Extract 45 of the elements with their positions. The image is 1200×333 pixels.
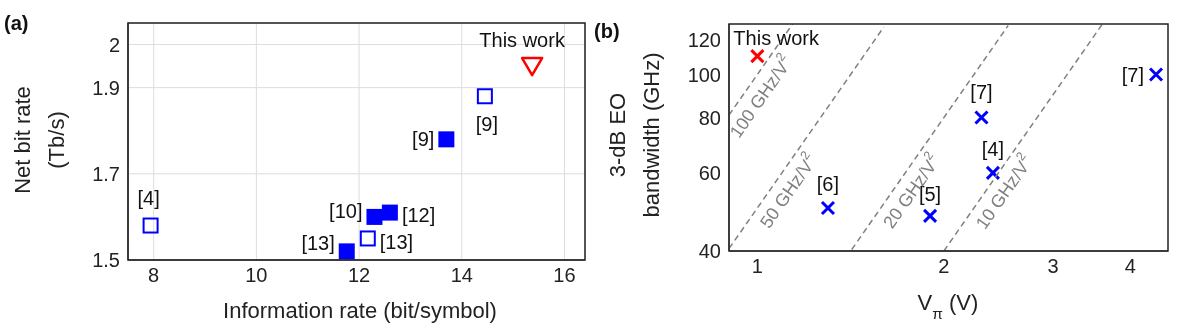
y-tick-label: 1.5 — [92, 249, 120, 272]
annotation: [9] — [412, 128, 435, 151]
point — [142, 217, 159, 234]
x-tick-label: 16 — [553, 264, 576, 287]
annotation: [10] — [329, 199, 363, 222]
point — [338, 243, 355, 260]
point — [366, 208, 383, 225]
x-axis-title: V$_{π}$ (V) — [917, 290, 979, 322]
x-tick-label: 14 — [450, 264, 473, 287]
x-tick-label: 4 — [1124, 255, 1136, 278]
annotation: [6] — [816, 173, 840, 196]
y-axis-title: Net bit rate (Tb/s) — [9, 86, 69, 194]
annotation: This work — [479, 29, 566, 52]
annotation: This work — [733, 27, 820, 50]
point — [359, 230, 376, 247]
point — [520, 56, 544, 77]
y-tick-label: 120 — [687, 28, 721, 51]
annotation: [13] — [379, 231, 414, 254]
annotation: [7] — [1121, 63, 1145, 86]
point — [476, 88, 493, 105]
x-tick-label: 2 — [938, 255, 950, 278]
chart-title: (a) — [4, 12, 29, 34]
annotation: [9] — [475, 113, 498, 136]
annotation: [7] — [970, 80, 993, 103]
annotation: [4] — [981, 137, 1005, 160]
y-tick-label: 100 — [687, 63, 721, 86]
y-tick-label: 1.9 — [92, 76, 120, 99]
point — [381, 204, 398, 221]
annotation: [12] — [401, 203, 436, 226]
y-tick-label: 2 — [108, 33, 120, 56]
chart-title: (b) — [594, 20, 620, 42]
point — [438, 131, 455, 148]
y-tick-label: 60 — [698, 162, 721, 185]
y-tick-label: 40 — [698, 240, 721, 263]
x-tick-label: 3 — [1047, 255, 1059, 278]
y-tick-label: 1.7 — [92, 162, 120, 185]
x-tick-label: 12 — [347, 264, 371, 287]
annotation: [4] — [137, 186, 160, 209]
x-tick-label: 1 — [751, 255, 763, 278]
y-axis-title: 3-dB EO bandwidth (GHz) — [604, 52, 664, 218]
y-tick-label: 80 — [698, 106, 721, 129]
annotation: [13] — [301, 232, 335, 255]
x-axis-title: Information rate (bit/symbol) — [223, 298, 497, 323]
x-tick-label: 10 — [245, 264, 268, 287]
x-tick-label: 8 — [148, 264, 160, 287]
